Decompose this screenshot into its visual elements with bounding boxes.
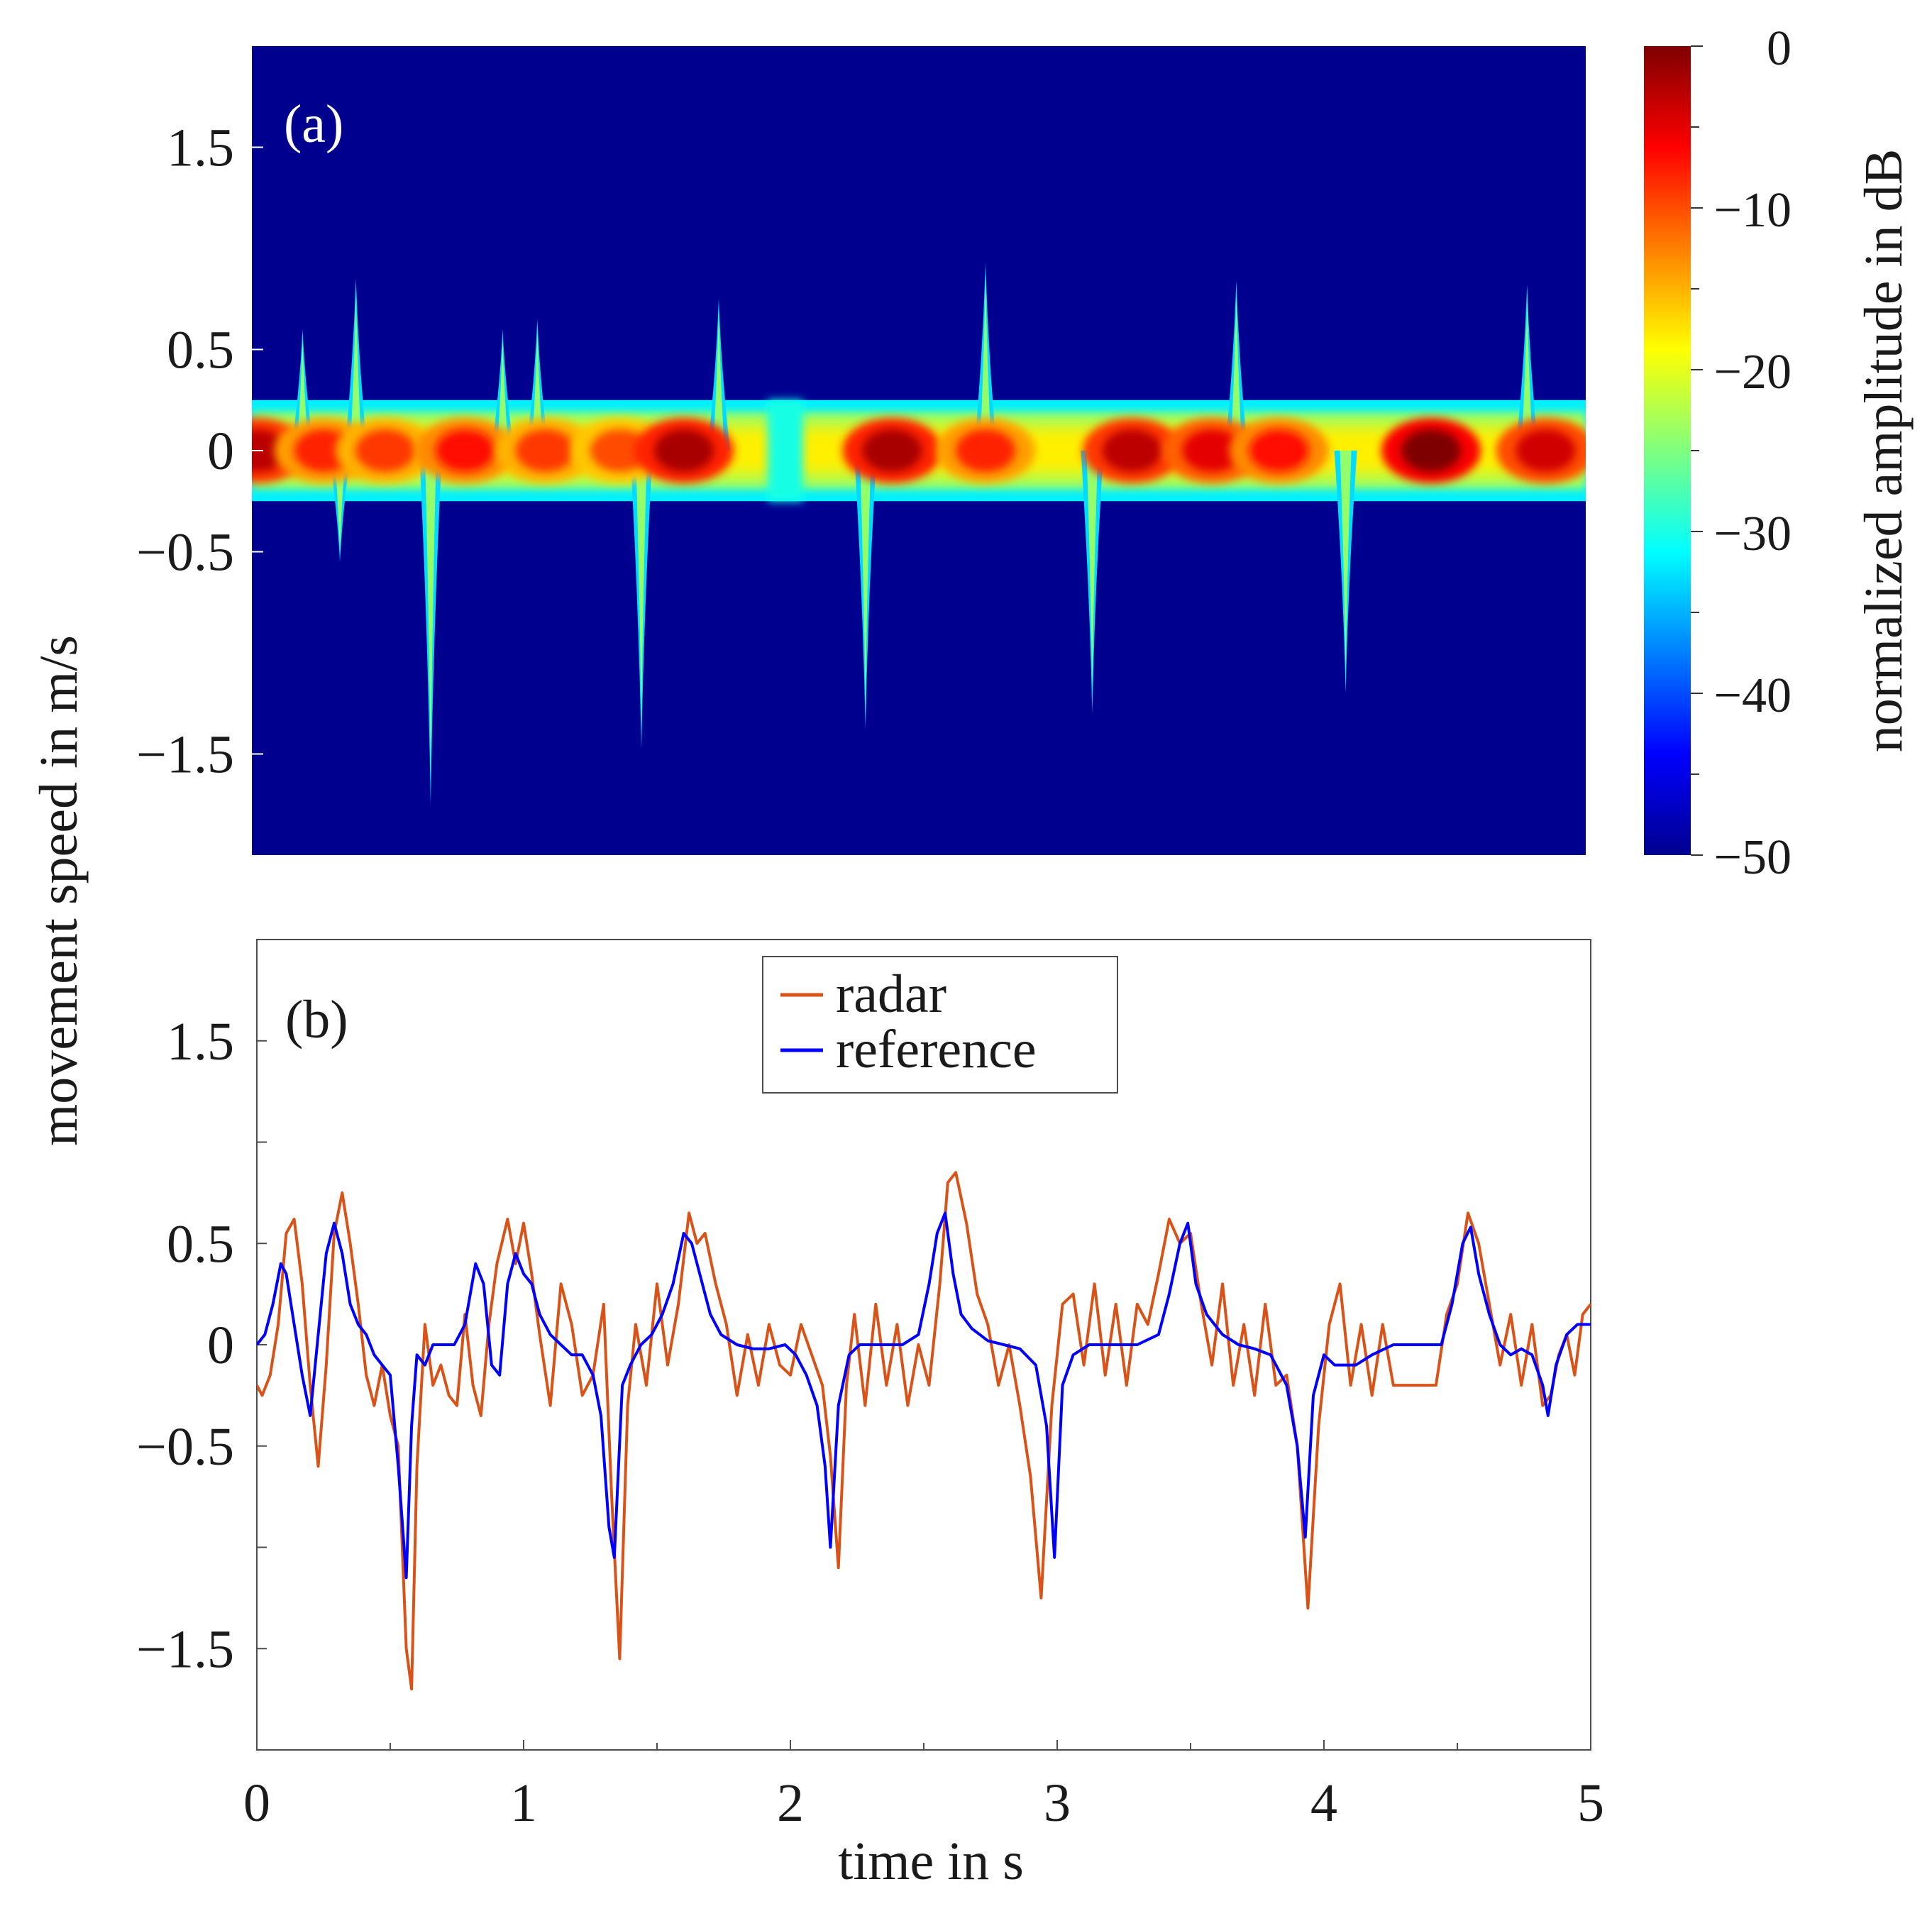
spectrogram-hotspot-core [654, 429, 714, 472]
panel-b-ytick-label: 0.5 [167, 1214, 234, 1274]
panel-a-ytick-label: 1.5 [167, 119, 234, 178]
y-axis-label: movement speed in m/s [29, 635, 89, 1146]
panel-b-ytick-label: 0 [207, 1316, 234, 1375]
panel-a-ytick-label: 0.5 [167, 321, 234, 380]
spectrogram-heatmap [252, 262, 1586, 805]
radar-series-line [257, 1171, 1591, 1691]
panel-b-ytick-label: −0.5 [136, 1417, 234, 1477]
spectrogram-spike-core [497, 338, 509, 451]
panel-a: (a) −1.5 −0.5 0 0.5 1.5 [136, 46, 1586, 855]
panel-b-ticks: 0 1 2 3 4 5 −1.5 −0.5 0 0.5 1.5 [136, 1012, 1604, 1833]
legend-reference-label: reference [836, 1020, 1037, 1079]
legend: radar reference [762, 956, 1118, 1094]
colorbar-ticks: 0 −10 −20 −30 −40 −50 [1691, 21, 1792, 885]
colorbar-tick-label: −30 [1714, 507, 1792, 561]
panel-b-xtick-label: 2 [777, 1773, 804, 1833]
colorbar: 0 −10 −20 −30 −40 −50 normalized amplitude in… [1644, 21, 1914, 885]
colorbar-tick-label: −40 [1714, 668, 1792, 723]
spectrogram-hotspot-core [956, 429, 1015, 472]
spectrogram-hotspot-core [862, 429, 922, 472]
spectrogram-hotspot-core [1182, 429, 1242, 472]
spectrogram-spike-core [350, 292, 362, 451]
spectrogram-spike-core [424, 451, 436, 776]
panel-a-ytick-label: −1.5 [136, 725, 234, 785]
spectrogram-spike-core [1340, 451, 1352, 674]
spectrogram-hotspot-core [435, 429, 495, 472]
panel-b-xtick-label: 1 [510, 1773, 537, 1833]
spectrogram-hotspot-core [1102, 429, 1162, 472]
spectrogram-hotspot-core [1401, 429, 1461, 472]
spectrogram-spike-core [1521, 297, 1533, 451]
spectrogram-spike-core [635, 451, 647, 727]
spectrogram-gap [768, 400, 803, 502]
spectrogram-spike-core [980, 277, 991, 451]
colorbar-tick-label: −20 [1714, 345, 1792, 400]
spectrogram-hotspot-core [515, 429, 575, 472]
panel-a-ytick-label: −0.5 [136, 523, 234, 583]
panel-b-ytick-label: 1.5 [167, 1012, 234, 1072]
spectrogram-spike-core [859, 451, 871, 707]
panel-b: 0 1 2 3 4 5 −1.5 −0.5 0 0.5 1.5 (b) radar referenc… [136, 939, 1604, 1833]
colorbar-gradient [1644, 46, 1691, 855]
panel-b-xtick-label: 0 [243, 1773, 270, 1833]
colorbar-label: normalized amplitude in dB [1854, 149, 1914, 753]
colorbar-tick-label: −10 [1714, 183, 1792, 238]
legend-radar-label: radar [836, 964, 946, 1024]
panel-b-xtick-label: 3 [1044, 1773, 1071, 1833]
panel-a-label: (a) [284, 94, 343, 154]
legend-box [762, 956, 1118, 1094]
spectrogram-hotspot-core [1249, 429, 1309, 472]
spectrogram-hotspot-core [590, 429, 650, 472]
reference-series-line [257, 1211, 1591, 1580]
colorbar-tick-label: −50 [1714, 830, 1792, 885]
panel-b-xtick-label: 5 [1577, 1773, 1604, 1833]
spectrogram-spike-core [1230, 294, 1242, 451]
x-axis-label: time in s [838, 1832, 1024, 1891]
spectrogram-spike-core [1086, 451, 1098, 693]
spectrogram-spike-core [713, 311, 724, 451]
panel-b-label: (b) [285, 990, 348, 1050]
colorbar-tick-label: 0 [1767, 21, 1792, 76]
panel-a-y-ticks: −1.5 −0.5 0 0.5 1.5 [136, 119, 263, 785]
spectrogram-hotspot-core [355, 429, 415, 472]
panel-b-xtick-label: 4 [1310, 1773, 1337, 1833]
panel-a-ytick-label: 0 [207, 422, 234, 481]
spectrogram-hotspot-core [1516, 429, 1576, 472]
panel-b-ytick-label: −1.5 [136, 1619, 234, 1679]
